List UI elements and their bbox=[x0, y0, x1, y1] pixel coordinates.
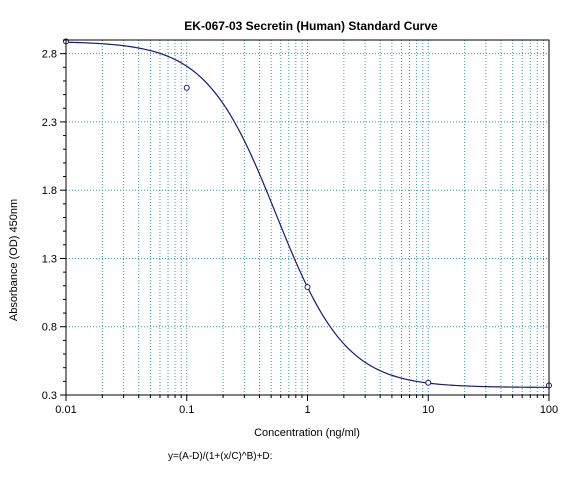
y-tick-label: 0.3 bbox=[42, 390, 57, 402]
x-axis-label: Concentration (ng/ml) bbox=[254, 427, 360, 439]
y-axis-label: Absorbance (OD) 450nm bbox=[8, 199, 20, 321]
x-tick-label: 10 bbox=[422, 404, 434, 416]
data-point bbox=[425, 379, 432, 386]
x-tick-label: 1 bbox=[304, 404, 310, 416]
x-tick-label: 100 bbox=[540, 404, 558, 416]
fit-formula: y=(A-D)/(1+(x/C)^B)+D: bbox=[168, 451, 272, 462]
y-tick-label: 1.3 bbox=[42, 253, 57, 265]
y-tick-label: 0.8 bbox=[42, 322, 57, 334]
data-point bbox=[183, 84, 190, 91]
x-tick-label: 0.1 bbox=[179, 404, 194, 416]
y-tick-label: 2.3 bbox=[42, 117, 57, 129]
data-point bbox=[304, 284, 311, 291]
y-tick-label: 2.8 bbox=[42, 49, 57, 61]
tick-labels: 0.01 0.1 1 10 100 0.3 0.8 1.3 1.8 2.3 2.8 bbox=[42, 49, 558, 416]
y-tick-label: 1.8 bbox=[42, 185, 57, 197]
axes bbox=[60, 39, 550, 401]
x-tick-label: 0.01 bbox=[55, 404, 76, 416]
grid bbox=[66, 40, 549, 396]
chart-title: EK-067-03 Secretin (Human) Standard Curv… bbox=[184, 19, 438, 33]
